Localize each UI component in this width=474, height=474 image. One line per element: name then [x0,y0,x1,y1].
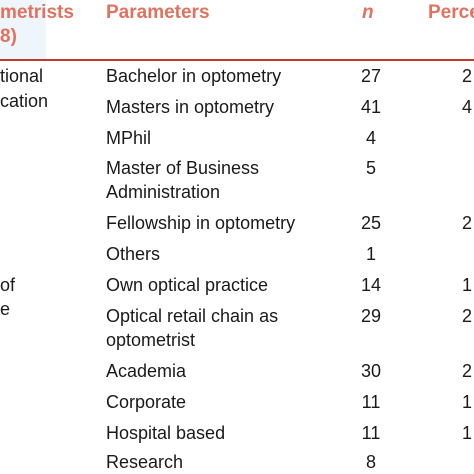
row-percent: 1 [462,275,473,295]
header-accent [0,0,46,60]
group-label-practice-2: e [0,299,11,319]
row-param: Others [106,244,161,264]
group-label-education: tional [0,66,44,86]
row-n: 1 [365,244,376,264]
row-percent: 2 [462,361,473,381]
group-label-education-2: cation [0,91,49,111]
row-percent: 2 [462,213,473,233]
row-n: 25 [360,213,382,233]
row-percent: 2 [462,306,473,326]
header-n: n [362,2,374,23]
header-optometrists-count: 8) [0,26,17,47]
row-param: MPhil [106,128,152,148]
row-param: Research [106,452,184,472]
row-percent: 1 [462,392,473,412]
row-param: Academia [106,361,187,381]
header-rule [0,59,474,61]
row-n: 30 [360,361,382,381]
row-n: 11 [361,423,381,443]
row-n: 11 [361,392,381,412]
row-n: 14 [360,275,382,295]
table-header [0,0,474,60]
row-n: 29 [360,306,382,326]
row-param: Master of Business [106,158,260,178]
row-param: Fellowship in optometry [106,213,296,233]
row-param-continued: optometrist [106,330,196,350]
row-n: 4 [365,128,376,148]
row-percent: 1 [462,423,473,443]
row-percent: 4 [462,97,473,117]
row-n: 41 [360,97,382,117]
row-param: Masters in optometry [106,97,275,117]
header-parameters: Parameters [106,2,210,23]
row-param: Hospital based [106,423,226,443]
row-n: 5 [365,158,376,178]
group-label-practice: of [0,275,16,295]
row-param: Bachelor in optometry [106,66,282,86]
header-optometrists: metrists [0,2,74,23]
header-percent: Perce [428,2,474,23]
row-percent: 2 [462,66,473,86]
row-param: Corporate [106,392,187,412]
row-param: Own optical practice [106,275,269,295]
row-param: Optical retail chain as [106,306,279,326]
row-n: 8 [365,452,376,472]
row-param-continued: Administration [106,182,221,202]
row-n: 27 [360,66,382,86]
